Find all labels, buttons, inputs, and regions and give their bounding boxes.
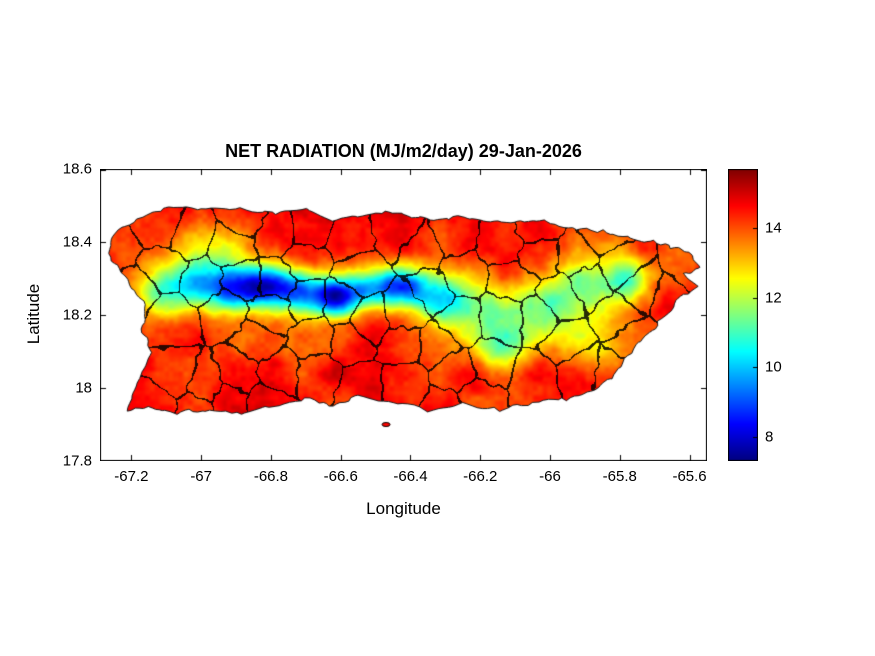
x-tick-label: -65.6 [672,468,707,485]
x-tick-label: -66.2 [463,468,498,485]
y-tick-label: 18.2 [62,306,92,324]
y-tick-label: 17.8 [62,452,92,470]
colorbar-tick-label: 12 [765,289,782,307]
x-tick-label: -66.4 [393,468,428,485]
y-tick-label: 18.6 [62,160,92,178]
x-axis-label: Longitude [366,499,441,518]
x-tick-label: -67.2 [114,468,149,485]
x-tick-label: -66 [539,468,561,485]
x-tick-label: -67 [190,468,212,485]
x-tick-label: -66.8 [253,468,289,485]
colorbar [728,169,758,461]
y-tick-label: 18.4 [62,233,92,251]
colorbar-tick-label: 14 [765,219,782,237]
y-tick-label: 18 [75,379,92,397]
radiation-map-canvas [100,169,707,461]
x-tick-label: -65.8 [602,468,637,485]
colorbar-tick-label: 10 [765,358,782,376]
colorbar-tick-label: 8 [765,428,774,446]
x-tick-label: -66.6 [323,468,358,485]
chart-title: NET RADIATION (MJ/m2/day) 29-Jan-2026 [225,141,582,161]
y-axis-label: Latitude [24,283,43,345]
